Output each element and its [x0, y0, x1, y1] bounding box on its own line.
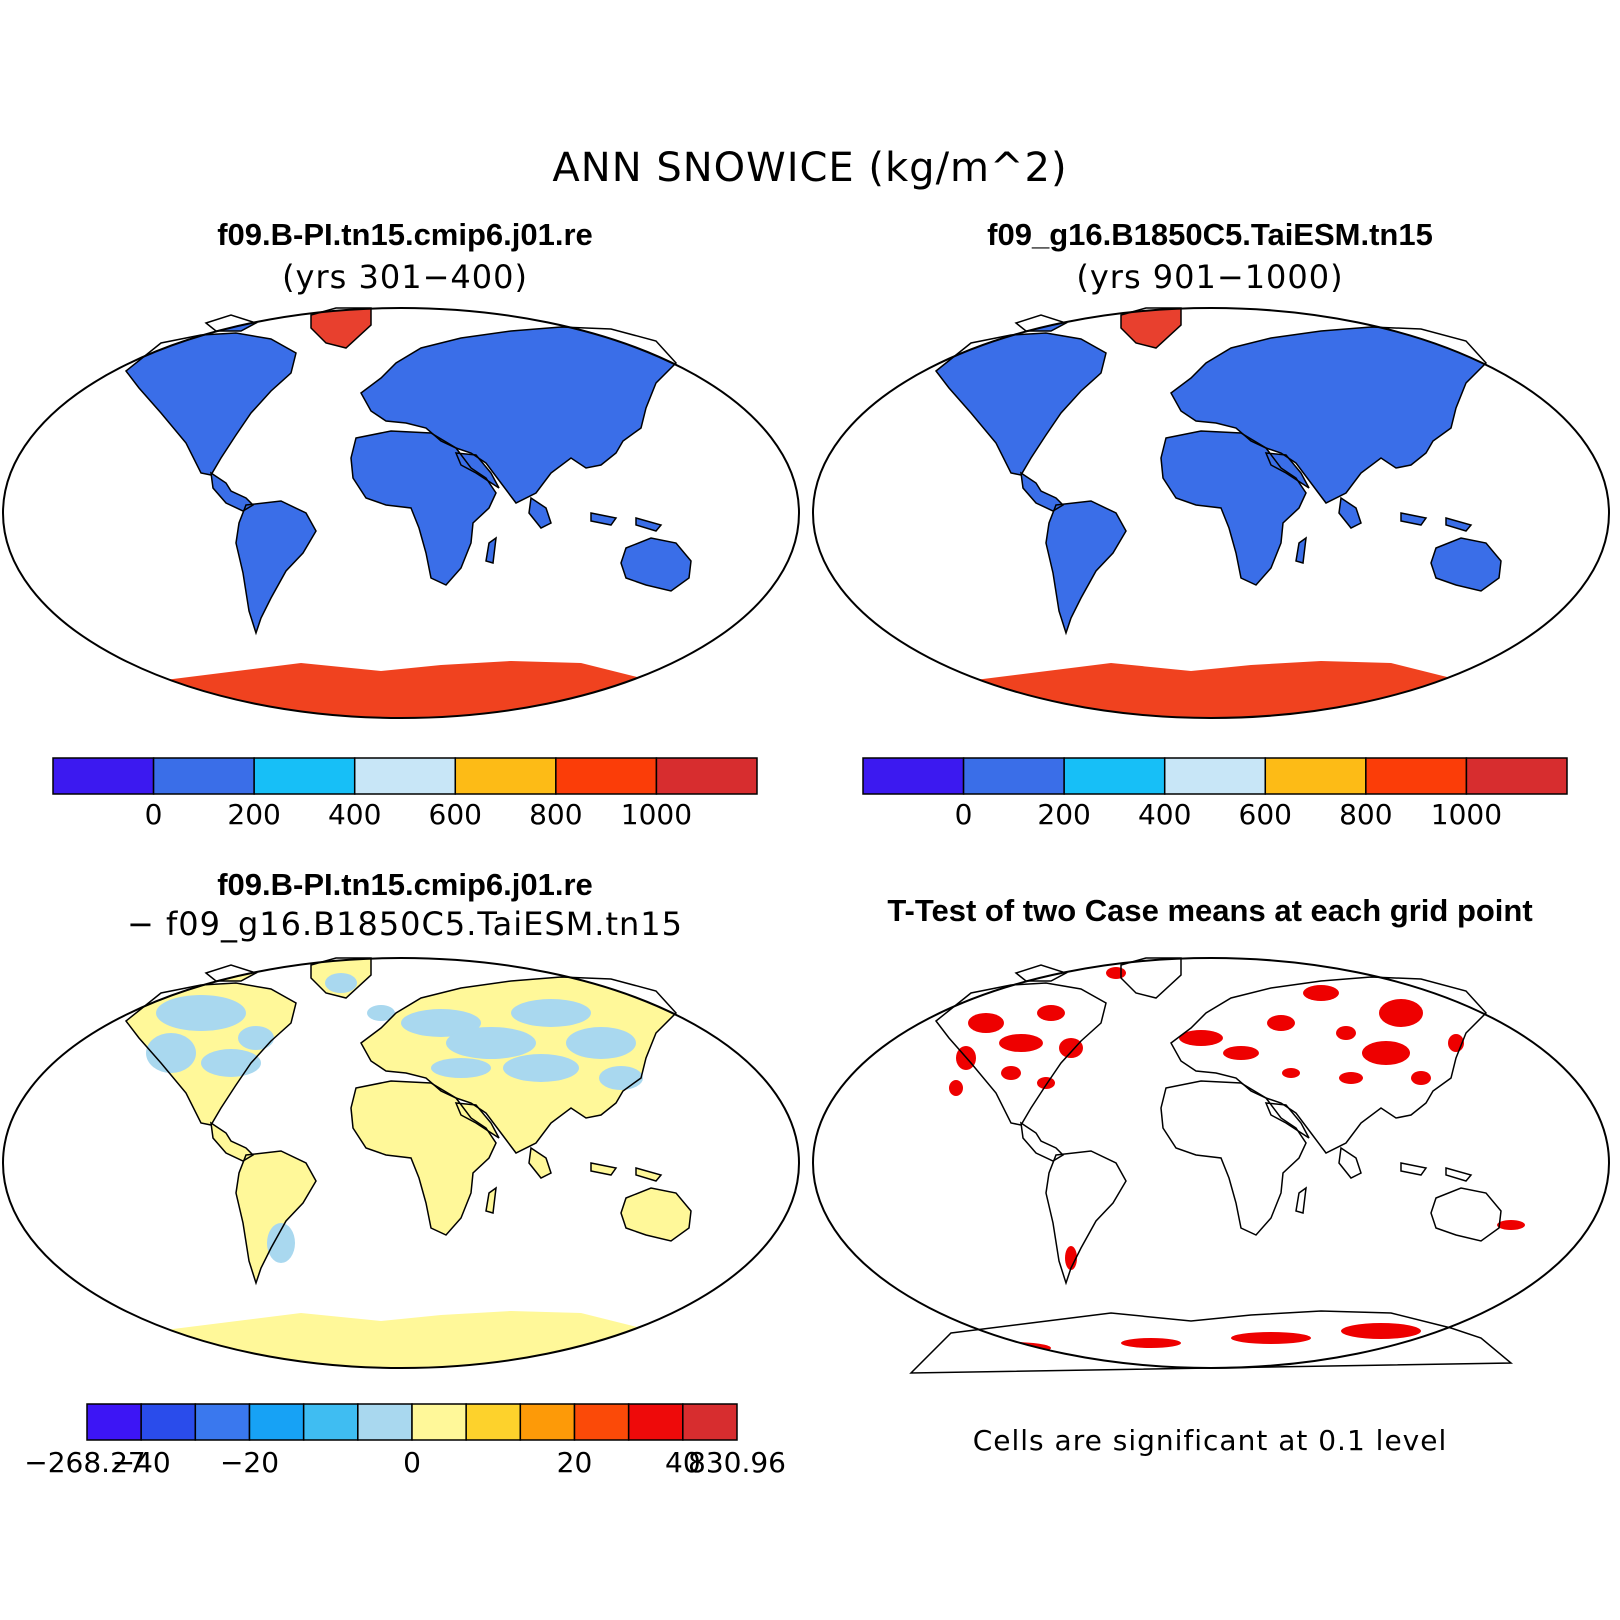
colorbar-difference-swatch [573, 1403, 630, 1441]
colorbar-case2 [862, 757, 1568, 795]
colorbar-case2-swatch [962, 757, 1065, 795]
colorbar-case2-swatch [1163, 757, 1267, 795]
colorbar-case1-tick-label: 1000 [620, 798, 693, 831]
colorbar-case1-tick-label: 600 [428, 798, 483, 831]
colorbar-difference-swatch [194, 1403, 251, 1441]
panel-case1-title: f09.B-PI.tn15.cmip6.j01.re [217, 217, 593, 252]
colorbar-difference-swatch [140, 1403, 197, 1441]
colorbar-difference-swatch [411, 1403, 467, 1441]
colorbar-difference-swatch [682, 1403, 738, 1441]
panel-case1-subtitle: (yrs 301−400) [282, 258, 528, 296]
colorbar-case1-swatch [555, 757, 658, 795]
colorbar-difference-swatch [248, 1403, 305, 1441]
colorbar-difference-swatch [357, 1403, 413, 1441]
colorbar-case2-swatch [1465, 757, 1568, 795]
map-ttest [812, 957, 1610, 1374]
colorbar-difference-swatch [302, 1403, 359, 1441]
colorbar-case2-swatch [862, 757, 965, 795]
map-case2 [812, 307, 1610, 719]
colorbar-case2-tick-label: 0 [954, 798, 973, 831]
colorbar-case1-swatch [253, 757, 356, 795]
panel-diff-subtitle: − f09_g16.B1850C5.TaiESM.tn15 [126, 905, 684, 943]
colorbar-case1-swatch [52, 757, 155, 795]
colorbar-difference [86, 1403, 738, 1441]
colorbar-case2-tick-label: 600 [1238, 798, 1293, 831]
significance-note: Cells are significant at 0.1 level [972, 1424, 1448, 1457]
panel-diff-title: f09.B-PI.tn15.cmip6.j01.re [217, 867, 593, 902]
colorbar-case2-tick-label: 400 [1137, 798, 1192, 831]
colorbar-case2-swatch [1365, 757, 1468, 795]
colorbar-difference-swatch [86, 1403, 142, 1441]
panel-ttest-title: T-Test of two Case means at each grid po… [887, 893, 1533, 928]
colorbar-difference-swatch [465, 1403, 522, 1441]
colorbar-case1 [52, 757, 758, 795]
figure-title: ANN SNOWICE (kg/m^2) [552, 145, 1068, 191]
colorbar-case1-swatch [353, 757, 457, 795]
colorbar-difference-tick-label: 0 [403, 1446, 421, 1479]
colorbar-case2-tick-label: 1000 [1430, 798, 1503, 831]
colorbar-difference-swatch [627, 1403, 684, 1441]
colorbar-difference-tick-label: 40 [665, 1446, 701, 1479]
colorbar-case2-swatch [1264, 757, 1367, 795]
colorbar-case2-swatch [1063, 757, 1166, 795]
map-case1 [2, 307, 800, 719]
colorbar-difference-tick-label: 20 [556, 1446, 593, 1479]
colorbar-case1-tick-label: 0 [144, 798, 163, 831]
colorbar-case1-tick-label: 400 [327, 798, 382, 831]
colorbar-difference-swatch [519, 1403, 576, 1441]
colorbar-case2-tick-label: 800 [1339, 798, 1393, 831]
panel-case2-title: f09_g16.B1850C5.TaiESM.tn15 [987, 217, 1433, 252]
panel-case2-subtitle: (yrs 901−1000) [1076, 258, 1344, 296]
colorbar-case1-tick-label: 200 [227, 798, 281, 831]
colorbar-case1-swatch [655, 757, 758, 795]
colorbar-difference-tick-label: −268.27 [24, 1446, 146, 1479]
colorbar-case1-swatch [152, 757, 255, 795]
colorbar-difference-tick-label: 830.96 [688, 1446, 786, 1479]
colorbar-case1-swatch [454, 757, 557, 795]
colorbar-difference-tick-label: −20 [219, 1446, 280, 1479]
colorbar-case2-tick-label: 200 [1037, 798, 1091, 831]
map-difference [2, 957, 800, 1369]
colorbar-case1-tick-label: 800 [529, 798, 583, 831]
colorbar-difference-tick-label: −40 [111, 1446, 171, 1479]
